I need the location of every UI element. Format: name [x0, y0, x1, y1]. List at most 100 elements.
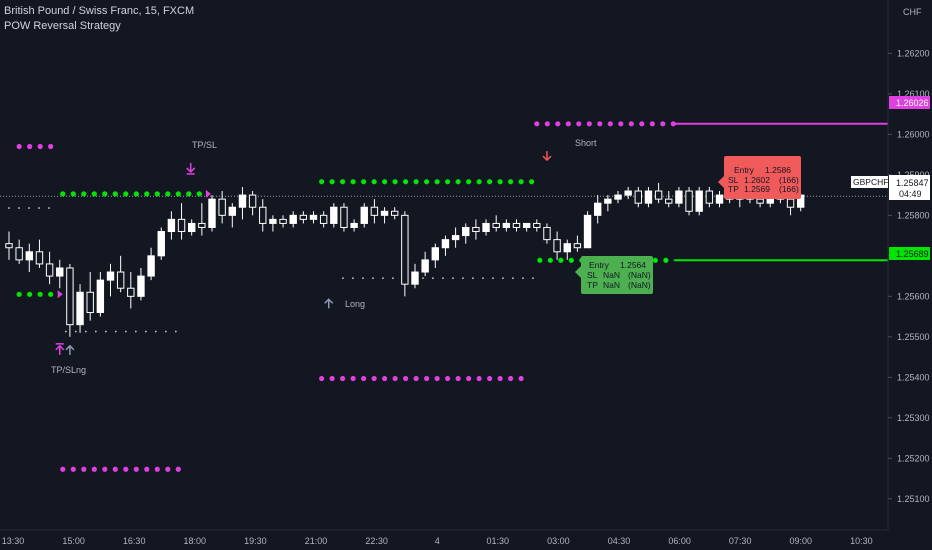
level-dot	[508, 375, 514, 382]
small-dot	[362, 277, 364, 279]
time-axis[interactable]: 13:30 15:00 16:30 18:00 19:30 21:00 22:30 4 01:3…	[0, 529, 932, 550]
time-tick-label: 01:30	[487, 536, 510, 546]
time-tick-label: 4	[435, 536, 440, 546]
candle-body-down	[533, 222, 541, 228]
candle	[56, 259, 64, 289]
level-dot	[70, 466, 76, 472]
candle-body-up	[431, 247, 440, 261]
candle	[96, 272, 105, 317]
candle-body-down	[512, 222, 521, 228]
level-dot	[568, 257, 574, 263]
long-label: Long	[345, 299, 365, 309]
level-dot	[361, 375, 367, 382]
price-tick-label: 1.25100	[897, 494, 930, 504]
level-dot	[586, 121, 592, 127]
candle-body-up	[96, 279, 105, 314]
level-dot	[350, 179, 356, 185]
level-dot	[487, 179, 493, 185]
small-dot	[64, 330, 67, 333]
candle	[512, 219, 521, 232]
candle-body-up	[167, 218, 176, 233]
short-entry-label: Entry	[734, 165, 755, 175]
candle-body-up	[421, 259, 429, 273]
small-dot	[154, 330, 157, 333]
level-dot	[466, 179, 472, 185]
level-dot	[466, 375, 472, 382]
small-dot	[28, 207, 30, 209]
candle	[705, 186, 714, 208]
chart-title: British Pound / Swiss Franc, 15, FXCM	[4, 5, 195, 17]
level-dot	[48, 291, 54, 297]
candle-body-up	[238, 194, 247, 208]
small-dot	[372, 277, 374, 279]
candle-body-up	[106, 271, 115, 281]
level-dot	[445, 179, 451, 185]
candle-body-up	[269, 218, 277, 224]
small-dot	[462, 277, 464, 279]
small-dot	[144, 330, 147, 333]
level-dot	[91, 191, 97, 197]
price-axis[interactable]: CHF 1.26200 1.26100 1.26000 1.25900 1.25800 1…	[887, 0, 932, 550]
magenta-dots-4	[534, 121, 676, 127]
candle-body-up	[157, 231, 165, 257]
level-dot	[60, 191, 66, 197]
candle-body-up	[289, 214, 297, 224]
green-dots-1	[16, 291, 54, 297]
short-entry-value: 1.2586	[765, 165, 791, 175]
candle	[15, 239, 23, 264]
candle	[350, 219, 358, 232]
level-dot	[319, 375, 325, 382]
candle-body-down	[370, 206, 379, 216]
candle-body-down	[198, 222, 206, 228]
candle-body-down	[472, 226, 480, 233]
level-dot	[497, 375, 503, 382]
candle-body-down	[756, 198, 764, 204]
level-dot	[670, 121, 676, 127]
small-dot	[432, 277, 434, 279]
level-dot	[361, 179, 367, 185]
long-tp-value: NaN	[603, 280, 620, 290]
candle-body-down	[705, 190, 714, 204]
candle-body-down	[279, 218, 287, 224]
candle-body-up	[188, 222, 196, 233]
small-dot	[124, 330, 127, 333]
candle-body-down	[786, 198, 795, 208]
candle-body-down	[634, 190, 642, 204]
time-tick-label: 19:30	[244, 536, 267, 546]
level-dot	[123, 191, 129, 197]
candle	[208, 195, 216, 232]
candle	[137, 267, 145, 301]
level-dot	[424, 179, 430, 185]
candle-body-up	[147, 255, 155, 277]
level-dot	[576, 121, 582, 127]
level-dot	[175, 191, 181, 197]
short-level-value: 1.26026	[896, 98, 929, 108]
candle-body-up	[451, 235, 460, 241]
small-dot	[164, 330, 167, 333]
level-dot	[102, 466, 108, 472]
level-dot	[133, 466, 139, 472]
level-dot	[413, 375, 419, 382]
small-dot	[84, 330, 87, 333]
level-dot	[165, 191, 171, 197]
candle	[228, 203, 237, 228]
level-dot	[186, 191, 192, 197]
candle	[25, 243, 34, 273]
short-tp-value: 1.2569	[744, 184, 770, 194]
candle	[269, 215, 277, 232]
level-dot	[340, 179, 346, 185]
level-dot	[544, 121, 550, 127]
level-dot	[424, 375, 430, 382]
candle-body-up	[604, 198, 612, 204]
level-dot	[350, 375, 356, 382]
candle-body-down	[5, 243, 13, 249]
level-dot	[607, 121, 613, 127]
candle	[654, 182, 663, 204]
candle	[391, 207, 399, 220]
candle	[167, 211, 176, 240]
small-dot	[522, 277, 524, 279]
candle	[634, 186, 642, 208]
candle	[380, 207, 389, 224]
long-entry-arrow	[324, 298, 334, 309]
